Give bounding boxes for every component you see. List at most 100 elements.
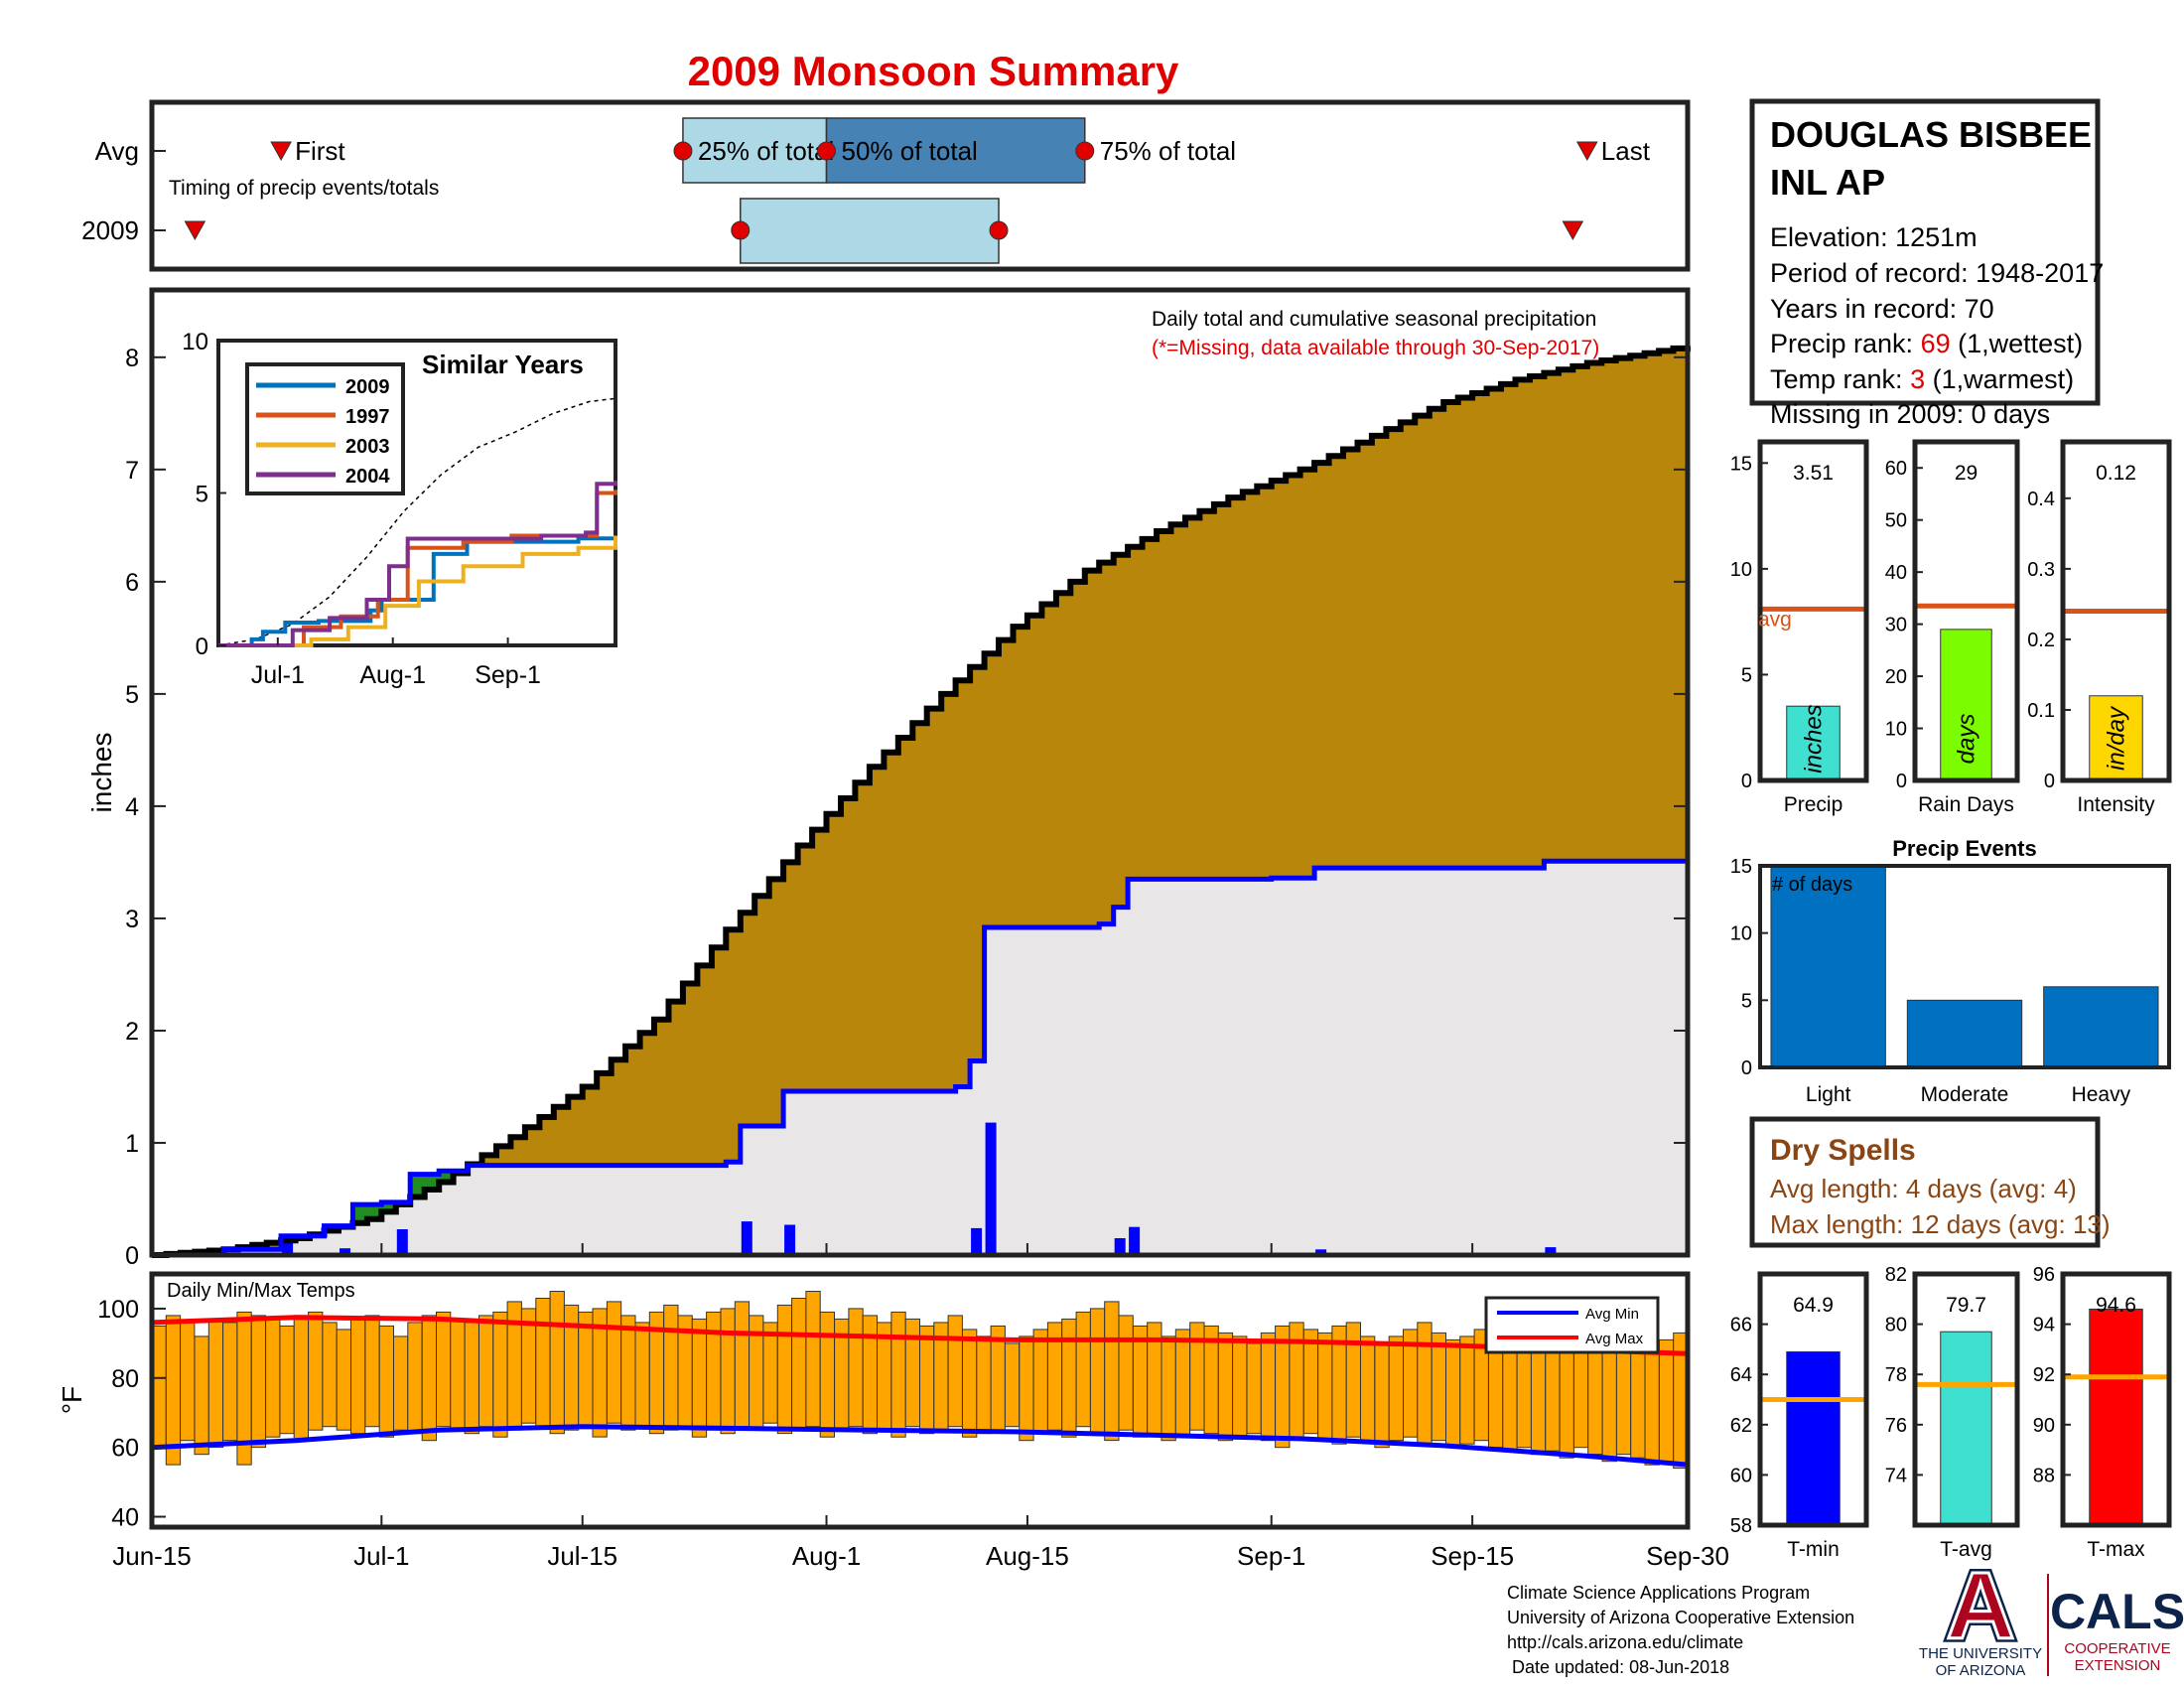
daily-temp-bar <box>1530 1338 1547 1456</box>
deficit-fill <box>1615 357 1631 862</box>
tmin_bar-frame <box>1757 1271 1869 1528</box>
daily-temp-bar <box>1488 1342 1504 1449</box>
daily-precip-bar <box>1129 1226 1141 1255</box>
similar-xtick-label: Sep-1 <box>475 661 541 689</box>
intensity-xlabel: Intensity <box>2077 793 2155 816</box>
events-title: Precip Events <box>1892 836 2037 861</box>
daily-temp-bar <box>364 1315 380 1428</box>
daily-temp-bar <box>1061 1318 1077 1438</box>
legend-avg-min-label: Avg Min <box>1585 1306 1639 1323</box>
temperature-panel: 40 60 80 100 Daily Min/Max Temps °F Avg Min Avg… <box>57 1271 1729 1571</box>
tmin_bar-panel: 58 60 62 64 66 64.9 T-min <box>1730 1271 1869 1561</box>
deficit-fill <box>926 708 942 1091</box>
cals-wordmark: CALS <box>2050 1584 2184 1639</box>
daily-precip-bar <box>282 1239 294 1255</box>
deficit-fill <box>1659 351 1675 862</box>
cals-logo: CALS COOPERATIVE EXTENSION <box>2050 1584 2184 1674</box>
tmax_bar-ytick-label: 90 <box>2033 1415 2055 1437</box>
similar-legend-label-1997: 1997 <box>345 406 390 428</box>
daily-temp-bar <box>890 1311 906 1438</box>
deficit-fill <box>1213 503 1229 880</box>
tmax_bar-ytick-label: 96 <box>2033 1264 2055 1286</box>
deficit-fill <box>597 1072 613 1166</box>
deficit-fill <box>639 1033 655 1166</box>
rain_days-ytick-label: 30 <box>1885 615 1907 636</box>
precip-ytick-label: 0 <box>125 1242 139 1270</box>
deficit-fill <box>812 829 828 1091</box>
tmin_bar-ytick-label: 64 <box>1730 1364 1752 1386</box>
tmax_bar-ytick-label: 94 <box>2033 1315 2055 1336</box>
2009-first-marker-icon <box>184 220 206 241</box>
daily-temp-bar <box>450 1318 466 1431</box>
daily-temp-bar <box>1174 1329 1191 1438</box>
deficit-fill <box>1013 627 1028 927</box>
deficit-fill <box>1429 408 1444 869</box>
precip_bar-ytick-label: 10 <box>1730 559 1752 581</box>
deficit-fill <box>740 913 755 1126</box>
precip-rank: Precip rank: 69 (1,wettest) <box>1770 329 2083 358</box>
station-name-line-1: DOUGLAS BISBEE <box>1770 114 2092 155</box>
precip-ytick-label: 2 <box>125 1018 139 1046</box>
legend-avg-max-label: Avg Max <box>1585 1331 1644 1347</box>
ua-name-line-1: THE UNIVERSITY <box>1919 1645 2042 1662</box>
deficit-fill <box>1371 435 1387 868</box>
footer-line-2: University of Arizona Cooperative Extens… <box>1507 1608 1854 1627</box>
deficit-fill <box>668 1001 684 1166</box>
figure-title: 2009 Monsoon Summary <box>688 48 1179 94</box>
similar-avg-dashed-line <box>217 397 616 646</box>
rain_days-panel: 0 10 20 30 40 50 60 29 Rain Days days <box>1885 439 2020 816</box>
tmax_bar-value-bar <box>2089 1308 2143 1526</box>
deficit-fill <box>1515 379 1531 869</box>
station-missing: Missing in 2009: 0 days <box>1770 399 2050 429</box>
deficit-fill <box>1199 510 1215 880</box>
deficit-fill <box>984 653 1000 927</box>
avg-first-marker-icon <box>270 141 292 162</box>
temps-ytick-label: 60 <box>111 1435 139 1463</box>
daily-temp-bar <box>1032 1329 1048 1435</box>
daily-temp-bar <box>805 1291 821 1428</box>
deficit-fill <box>682 983 698 1166</box>
daily-temp-bar <box>393 1336 409 1431</box>
precip-ytick-label: 8 <box>125 345 139 372</box>
tmin_bar-ytick-label: 58 <box>1730 1515 1752 1537</box>
rain_days-value-label: 29 <box>1955 462 1978 485</box>
deficit-fill <box>1055 593 1071 927</box>
events-ytick-label: 10 <box>1730 923 1752 945</box>
events-ytick-label: 0 <box>1741 1057 1752 1079</box>
tavg_bar-ytick-label: 82 <box>1885 1264 1907 1286</box>
events-category-label: Light <box>1806 1083 1851 1106</box>
temps-legend-box <box>1484 1296 1660 1354</box>
ua-block-a: A <box>1946 1553 2014 1659</box>
daily-temp-bar <box>976 1336 992 1435</box>
daily-temp-bar <box>1104 1301 1120 1442</box>
daily-temp-bar <box>1459 1336 1475 1445</box>
cumulative-2009-area <box>152 861 1688 1255</box>
intensity-value-label: 0.12 <box>2096 462 2136 485</box>
daily-temp-bar <box>350 1318 366 1435</box>
dry-spells-title: Dry Spells <box>1770 1134 1916 1167</box>
station-name-line-2: INL AP <box>1770 162 1885 203</box>
daily-precip-bar <box>784 1224 796 1255</box>
daily-temp-bar <box>947 1315 963 1428</box>
precip-events-panel: Light Moderate Heavy 0 5 10 15 Precip Events # o… <box>1730 836 2171 1106</box>
daily-temp-bar <box>791 1298 807 1431</box>
deficit-fill <box>841 798 857 1091</box>
similar-series-2003-line <box>218 535 617 647</box>
precip-ytick-label: 5 <box>125 681 139 709</box>
daily-temp-bar <box>1601 1342 1617 1463</box>
similar-title: Similar Years <box>422 350 584 379</box>
daily-temp-bar <box>222 1322 238 1442</box>
precip-ylabel: inches <box>86 733 117 813</box>
deficit-fill <box>1257 486 1273 880</box>
precip-rank-label: Precip rank: <box>1770 329 1921 358</box>
deficit-fill <box>1457 397 1473 869</box>
deficit-fill <box>1486 388 1502 869</box>
precip_bar-ytick-label: 5 <box>1741 664 1752 686</box>
timing-row-label-2009: 2009 <box>81 215 139 245</box>
tavg_bar-value-label: 79.7 <box>1946 1294 1986 1317</box>
deficit-fill <box>726 929 742 1163</box>
daily-temp-bar <box>265 1318 281 1438</box>
similar-legend-label-2009: 2009 <box>345 376 390 398</box>
deficit-fill <box>1286 475 1301 879</box>
